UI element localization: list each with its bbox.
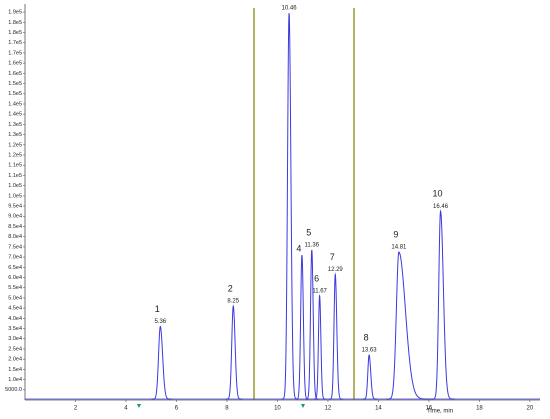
y-tick-label: 1.1e5 [8, 163, 22, 169]
x-axis-label: Time, min [427, 409, 453, 415]
y-tick-label: 1.1e5 [8, 173, 22, 179]
peak [151, 325, 172, 400]
x-tick-label: 20 [527, 406, 534, 412]
x-tick-label: 6 [175, 406, 179, 412]
x-tick-label: 12 [325, 406, 332, 412]
y-tick-label: 1.8e5 [8, 20, 22, 26]
retention-time-label: 13.63 [362, 348, 378, 354]
retention-time-label: 11.67 [312, 288, 327, 294]
y-tick-label: 1.5e4 [8, 367, 22, 373]
peak [281, 13, 299, 400]
peak [431, 209, 455, 400]
y-tick-label: 1.7e5 [8, 40, 22, 46]
retention-time-label: 14.81 [391, 245, 407, 251]
y-tick-label: 1.8e5 [8, 30, 22, 36]
peak-number: 6 [314, 273, 319, 283]
y-tick-label: 1.6e5 [8, 71, 22, 77]
y-tick-label: 2.0e4 [8, 357, 22, 363]
retention-time-label: 12.29 [328, 267, 344, 273]
y-tick-label: 5000.0 [5, 387, 22, 393]
retention-time-label: 5.36 [154, 319, 166, 325]
y-tick-label: 6.0e4 [8, 275, 22, 281]
x-tick-label: 4 [124, 406, 128, 412]
y-tick-label: 4.0e4 [8, 316, 22, 322]
x-tick-label: 14 [375, 406, 382, 412]
y-tick-label: 3.0e4 [8, 336, 22, 342]
peak-number: 4 [296, 243, 301, 253]
retention-time-label: 8.25 [227, 299, 239, 305]
peak [362, 354, 378, 400]
peak-number: 3 [284, 0, 289, 1]
y-tick-label: 8.0e4 [8, 234, 22, 240]
retention-time-label: 10.46 [282, 6, 298, 12]
x-tick-label: 10 [274, 406, 281, 412]
x-tick-label: 18 [476, 406, 483, 412]
y-tick-label: 9.5e4 [8, 204, 22, 210]
y-tick-label: 1.7e5 [8, 50, 22, 56]
y-tick-label: 1.0e5 [8, 183, 22, 189]
y-tick-label: 6.5e4 [8, 265, 22, 271]
peak [386, 251, 432, 400]
retention-time-label: 16.46 [433, 204, 449, 210]
peak-number: 8 [364, 332, 369, 342]
peak [225, 304, 243, 400]
y-tick-label: 1.5e5 [8, 81, 22, 87]
y-tick-label: 7.0e4 [8, 255, 22, 261]
x-tick-label: 2 [74, 406, 78, 412]
x-tick-label: 8 [225, 406, 229, 412]
y-tick-label: 1.3e5 [8, 122, 22, 128]
y-tick-label: 1.2e5 [8, 142, 22, 148]
peak-number: 1 [155, 304, 160, 314]
y-tick-label: 1.5e5 [8, 91, 22, 97]
x-tick-label: 16 [426, 406, 433, 412]
y-tick-label: 5.5e4 [8, 285, 22, 291]
retention-time-label: 11.36 [304, 243, 319, 249]
y-tick-label: 1.4e5 [8, 101, 22, 107]
y-tick-label: 1.4e5 [8, 112, 22, 118]
y-tick-label: 1.3e5 [8, 132, 22, 138]
y-tick-label: 1.6e5 [8, 61, 22, 67]
y-tick-label: 1.0e5 [8, 193, 22, 199]
peak-number: 9 [393, 229, 398, 239]
peak-number: 10 [433, 189, 443, 199]
y-tick-label: 1.0e4 [8, 377, 22, 383]
marker-arrow [137, 404, 141, 408]
y-tick-label: 7.5e4 [8, 244, 22, 250]
peak-number: 5 [306, 227, 311, 237]
y-tick-label: 1.9e5 [8, 10, 22, 16]
peak-number: 2 [228, 283, 233, 293]
peak-number: 7 [330, 252, 335, 262]
peak [295, 254, 309, 400]
marker-arrow [301, 404, 305, 408]
y-tick-label: 5.0e4 [8, 295, 22, 301]
y-tick-label: 2.5e4 [8, 346, 22, 352]
y-tick-label: 4.5e4 [8, 306, 22, 312]
y-tick-label: 1.2e5 [8, 152, 22, 158]
y-tick-label: 9.0e4 [8, 214, 22, 220]
peak [313, 294, 326, 400]
peak [328, 272, 343, 400]
y-tick-label: 8.5e4 [8, 224, 22, 230]
y-tick-label: 3.5e4 [8, 326, 22, 332]
